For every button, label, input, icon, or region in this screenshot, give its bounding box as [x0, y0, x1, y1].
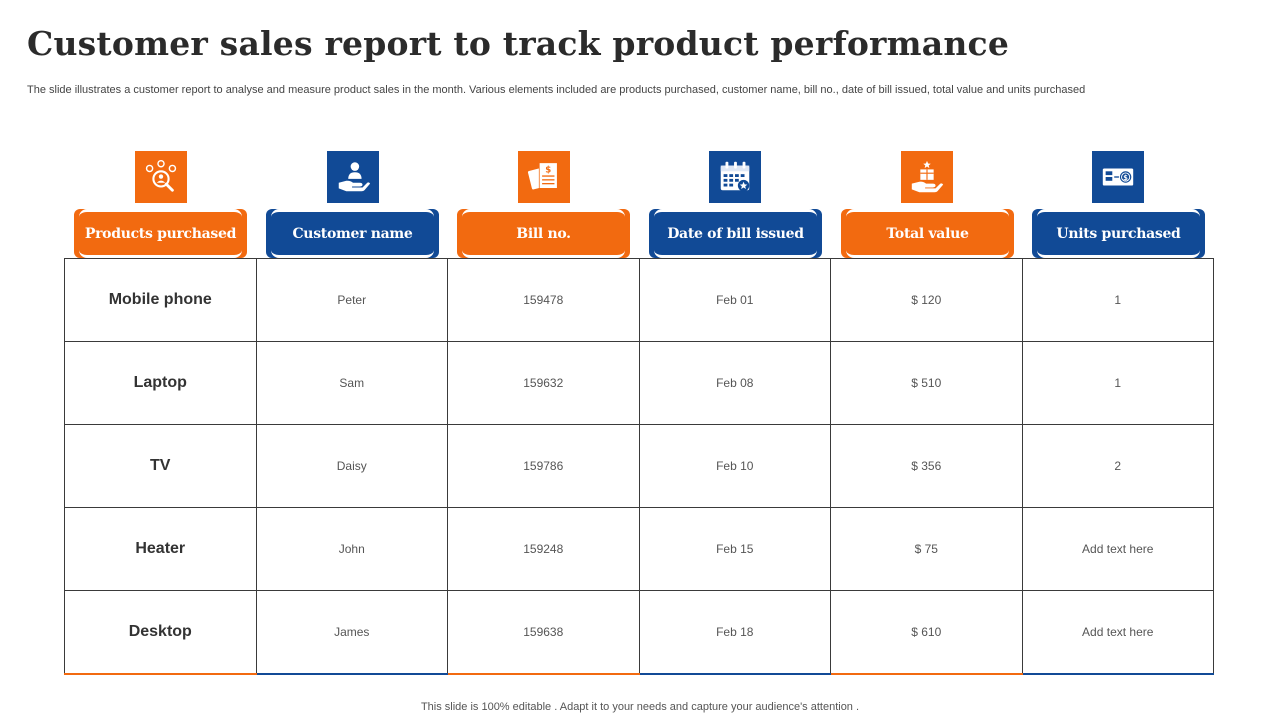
cell-total: $ 120 [830, 258, 1023, 342]
table-row: Mobile phone Peter 159478 Feb 01 $ 120 1 [64, 258, 1214, 342]
page-title: Customer sales report to track product p… [27, 24, 1010, 63]
column-header-label: Units purchased [1056, 225, 1181, 242]
cell-units: Add text here [1021, 590, 1214, 675]
column-header-customer-name: Customer name [266, 209, 439, 258]
cell-date: Feb 15 [638, 507, 831, 591]
column-header-label: Date of bill issued [667, 225, 804, 242]
cell-product: Mobile phone [64, 258, 257, 342]
column-header-label: Products purchased [84, 225, 237, 242]
cell-units: 1 [1021, 341, 1214, 425]
sales-table: Mobile phone Peter 159478 Feb 01 $ 120 1… [64, 258, 1214, 675]
ticket-coin-icon: $ [1102, 168, 1134, 186]
cell-customer: James [255, 590, 448, 675]
product-search-icon [145, 159, 177, 192]
column-header-label: Total value [886, 225, 969, 242]
table-row: Laptop Sam 159632 Feb 08 $ 510 1 [64, 341, 1214, 425]
cell-units: 1 [1021, 258, 1214, 342]
table-row: Desktop James 159638 Feb 18 $ 610 Add te… [64, 590, 1214, 675]
page-subtitle: The slide illustrates a customer report … [27, 84, 1086, 96]
cell-date: Feb 10 [638, 424, 831, 508]
cell-date: Feb 08 [638, 341, 831, 425]
cell-date: Feb 01 [638, 258, 831, 342]
cell-bill: 159632 [447, 341, 640, 425]
cell-bill: 159638 [447, 590, 640, 675]
icon-tile-products [135, 151, 187, 203]
icon-tile-units: $ [1092, 151, 1144, 203]
column-header-date-of-bill: Date of bill issued [649, 209, 822, 258]
cell-customer: Sam [255, 341, 448, 425]
table-row: Heater John 159248 Feb 15 $ 75 Add text … [64, 507, 1214, 591]
cell-product: Desktop [64, 590, 257, 675]
icon-tile-bill: $ [518, 151, 570, 203]
cell-product: Laptop [64, 341, 257, 425]
column-header-label: Customer name [292, 225, 413, 242]
column-header-label: Bill no. [516, 225, 571, 242]
bill-receipt-icon: $ [527, 162, 558, 190]
column-header-units-purchased: Units purchased [1032, 209, 1205, 258]
column-header-products-purchased: Products purchased [74, 209, 247, 258]
cell-units: 2 [1021, 424, 1214, 508]
cell-customer: Peter [255, 258, 448, 342]
calendar-icon [720, 161, 750, 192]
table-row: TV Daisy 159786 Feb 10 $ 356 2 [64, 424, 1214, 508]
cell-total: $ 610 [830, 590, 1023, 675]
svg-text:$: $ [545, 165, 551, 175]
cell-units: Add text here [1021, 507, 1214, 591]
cell-product: Heater [64, 507, 257, 591]
cell-total: $ 510 [830, 341, 1023, 425]
cell-product: TV [64, 424, 257, 508]
cell-bill: 159248 [447, 507, 640, 591]
cell-total: $ 75 [830, 507, 1023, 591]
cell-customer: John [255, 507, 448, 591]
cell-bill: 159478 [447, 258, 640, 342]
icon-tile-customer [327, 151, 379, 203]
cell-date: Feb 18 [638, 590, 831, 675]
cell-total: $ 356 [830, 424, 1023, 508]
icon-tile-total [901, 151, 953, 203]
svg-text:$: $ [1123, 174, 1128, 182]
hand-box-icon [911, 160, 944, 193]
footer-note: This slide is 100% editable . Adapt it t… [420, 701, 860, 713]
hand-user-icon [338, 162, 371, 192]
column-header-total-value: Total value [841, 209, 1014, 258]
column-header-bill-no: Bill no. [457, 209, 630, 258]
icon-tile-date [709, 151, 761, 203]
cell-customer: Daisy [255, 424, 448, 508]
cell-bill: 159786 [447, 424, 640, 508]
